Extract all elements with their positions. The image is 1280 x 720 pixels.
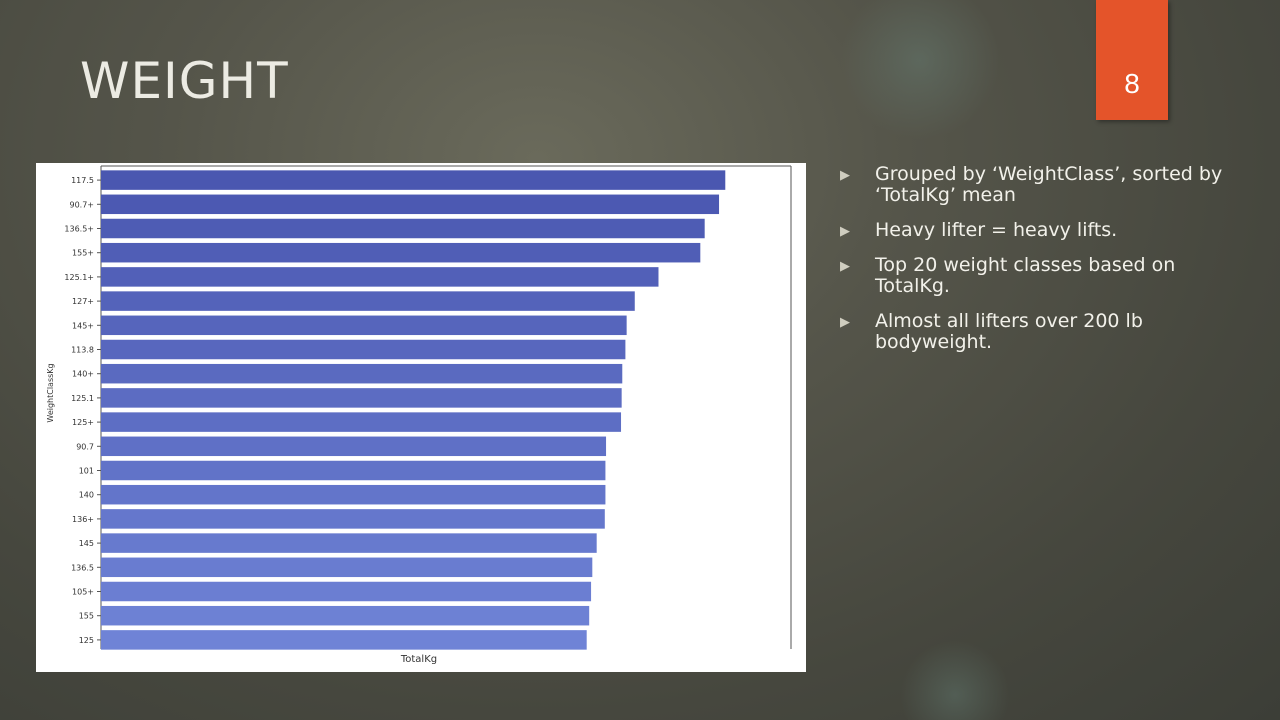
- y-tick-label: 140+: [72, 370, 94, 379]
- bar: [101, 436, 607, 457]
- bar: [101, 170, 726, 190]
- y-tick-label: 125.1+: [64, 273, 94, 282]
- bars-layer: [101, 170, 726, 650]
- slide-title: WEIGHT: [80, 52, 289, 110]
- bar: [101, 242, 701, 263]
- bar: [101, 218, 705, 239]
- background-glow: [840, 0, 1000, 140]
- page-number: 8: [1124, 68, 1140, 99]
- bar: [101, 315, 627, 336]
- y-tick-label: 136.5: [71, 563, 94, 572]
- bullet-item: ▶ Almost all lifters over 200 lb bodywei…: [840, 311, 1240, 353]
- bar: [101, 460, 606, 481]
- bar: [101, 291, 635, 311]
- y-tick-label: 90.7+: [69, 200, 94, 209]
- bar: [101, 630, 587, 650]
- y-tick-label: 105+: [72, 588, 94, 597]
- triangle-bullet-icon: ▶: [840, 259, 850, 274]
- bar: [101, 194, 720, 215]
- triangle-bullet-icon: ▶: [840, 315, 850, 330]
- bar: [101, 605, 590, 626]
- y-tick-label: 101: [79, 467, 94, 476]
- y-tick-label: 125+: [72, 418, 94, 427]
- y-tick-label: 136+: [72, 515, 94, 524]
- bullet-text: Heavy lifter = heavy lifts.: [875, 219, 1118, 241]
- bar: [101, 363, 623, 384]
- y-tick-label: 140: [79, 491, 94, 500]
- bar: [101, 388, 622, 408]
- page-number-badge: 8: [1096, 0, 1168, 120]
- y-tick-label: 117.5: [71, 176, 94, 185]
- y-tick-label: 155: [79, 612, 94, 621]
- y-tick-label: 145: [79, 539, 94, 548]
- y-tick-label: 155+: [72, 249, 94, 258]
- y-tick-label: 127+: [72, 297, 94, 306]
- bullet-list: ▶ Grouped by ‘WeightClass’, sorted by ‘T…: [840, 164, 1240, 367]
- bullet-text: Grouped by ‘WeightClass’, sorted by ‘Tot…: [875, 163, 1223, 206]
- chart-image: 117.5 90.7+ 136.5+ 155+ 125.1+ 127+ 145+ 113.8 1…: [36, 163, 806, 672]
- bullet-item: ▶ Grouped by ‘WeightClass’, sorted by ‘T…: [840, 164, 1240, 206]
- bar-chart: 117.5 90.7+ 136.5+ 155+ 125.1+ 127+ 145+ 113.8 1…: [46, 165, 792, 665]
- y-tick-label: 125: [79, 636, 94, 645]
- triangle-bullet-icon: ▶: [840, 168, 850, 183]
- bullet-text: Almost all lifters over 200 lb bodyweigh…: [875, 310, 1143, 353]
- bar: [101, 484, 606, 505]
- x-axis-label: TotalKg: [400, 654, 437, 665]
- y-tick-label: 136.5+: [64, 225, 94, 234]
- bar: [101, 557, 593, 578]
- triangle-bullet-icon: ▶: [840, 224, 850, 239]
- y-tick-label: 113.8: [71, 346, 94, 355]
- bullet-text: Top 20 weight classes based on TotalKg.: [875, 254, 1176, 297]
- bar: [101, 412, 622, 432]
- bar: [101, 533, 597, 553]
- bar: [101, 581, 592, 602]
- y-axis-label: WeightClassKg: [46, 363, 55, 422]
- y-tick-labels: 117.5 90.7+ 136.5+ 155+ 125.1+ 127+ 145+ 113.8 1…: [64, 176, 101, 645]
- bar: [101, 509, 605, 529]
- y-tick-label: 145+: [72, 321, 94, 330]
- y-tick-label: 125.1: [71, 394, 94, 403]
- bar: [101, 267, 659, 287]
- bar: [101, 339, 626, 360]
- y-tick-label: 90.7: [76, 442, 94, 451]
- bullet-item: ▶ Heavy lifter = heavy lifts.: [840, 220, 1240, 241]
- bullet-item: ▶ Top 20 weight classes based on TotalKg…: [840, 255, 1240, 297]
- background-glow: [900, 640, 1010, 720]
